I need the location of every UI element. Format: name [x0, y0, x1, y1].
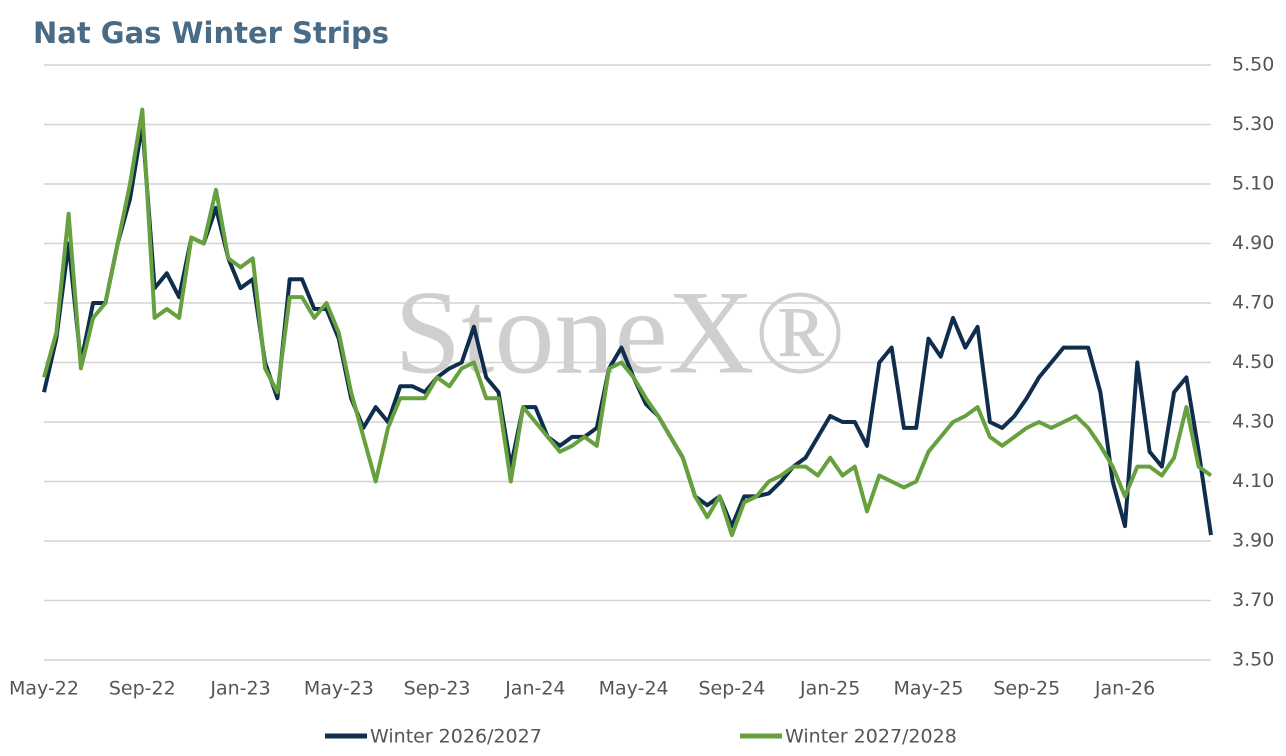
y-tick-label: 4.70	[1232, 292, 1274, 314]
series-line	[42, 107, 1213, 538]
y-tick-label: 5.30	[1232, 113, 1274, 135]
x-tick-label: Jan-26	[1094, 678, 1155, 700]
legend-label: Winter 2026/2027	[370, 726, 542, 748]
chart-title: Nat Gas Winter Strips	[33, 16, 389, 50]
x-tick-label: Sep-22	[109, 678, 176, 700]
y-tick-label: 3.70	[1232, 589, 1274, 611]
x-tick-label: May-25	[893, 678, 963, 700]
series-line	[42, 122, 1213, 536]
y-tick-label: 3.50	[1232, 649, 1274, 671]
x-tick-label: Sep-25	[993, 678, 1060, 700]
y-tick-label: 4.50	[1232, 351, 1274, 373]
x-tick-label: May-22	[9, 678, 79, 700]
watermark: StoneX®	[394, 266, 845, 399]
y-tick-label: 5.10	[1232, 173, 1274, 195]
x-tick-label: May-23	[304, 678, 374, 700]
x-tick-label: Jan-25	[799, 678, 860, 700]
x-tick-label: Jan-24	[504, 678, 565, 700]
legend-label: Winter 2027/2028	[785, 726, 957, 748]
y-tick-label: 4.90	[1232, 232, 1274, 254]
x-tick-label: Sep-23	[404, 678, 471, 700]
x-tick-label: Jan-23	[209, 678, 270, 700]
x-tick-label: Sep-24	[698, 678, 765, 700]
y-tick-label: 4.10	[1232, 470, 1274, 492]
y-tick-label: 3.90	[1232, 530, 1274, 552]
y-tick-label: 4.30	[1232, 411, 1274, 433]
x-tick-label: May-24	[599, 678, 669, 700]
y-tick-label: 5.50	[1232, 54, 1274, 76]
